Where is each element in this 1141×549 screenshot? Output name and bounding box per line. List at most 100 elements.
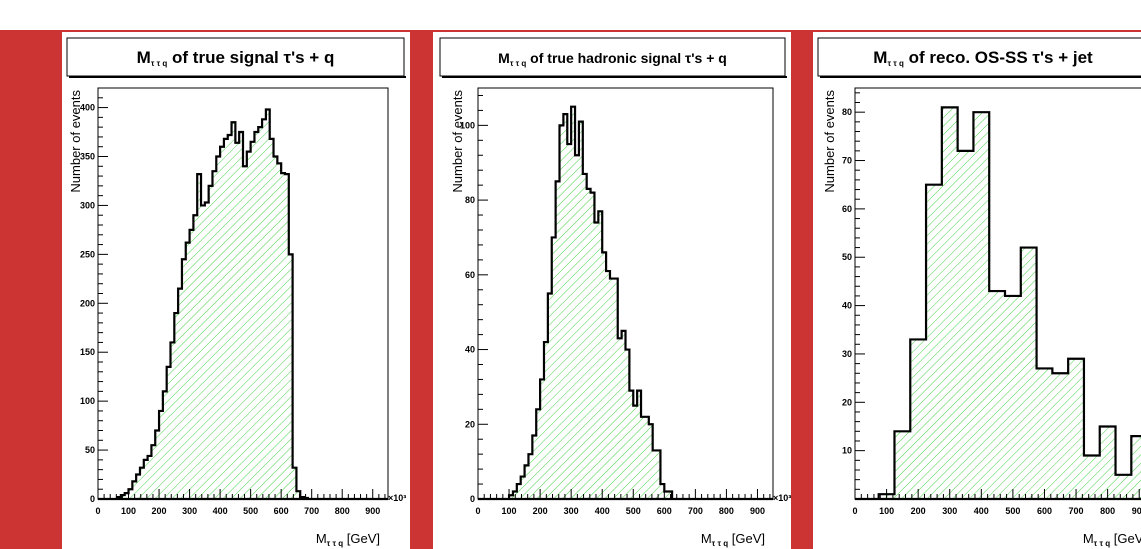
chart-panel-2: Mτ τ q of true hadronic signal τ's + q 0 1… — [433, 32, 791, 549]
histogram-bin-21 — [560, 125, 564, 499]
y-tick-label: 0 — [470, 494, 475, 504]
histogram-bin-26 — [1060, 373, 1068, 499]
histogram-bin-46 — [274, 157, 278, 500]
title-box-shadow — [442, 76, 787, 78]
x-tick-label: 700 — [1069, 506, 1084, 516]
histogram-bin-35 — [232, 122, 236, 499]
x-tick-label: 300 — [182, 506, 197, 516]
y-tick-label: 10 — [842, 446, 852, 456]
histogram-fill — [478, 106, 773, 499]
x-tick-label: 500 — [243, 506, 258, 516]
histogram-bin-17 — [989, 291, 997, 499]
histogram-bin-35 — [614, 279, 618, 499]
title-box — [817, 37, 1141, 77]
title-rest: of reco. OS-SS τ's + jet — [904, 48, 1093, 67]
histogram-bin-16 — [981, 112, 989, 499]
x-multiplier: ×10³ — [773, 493, 791, 503]
histogram-bin-32 — [602, 252, 606, 499]
x-tick-label: 900 — [1132, 506, 1141, 516]
histogram-bin-15 — [973, 112, 981, 499]
y-tick-label: 50 — [85, 445, 95, 455]
histogram-bin-12 — [950, 107, 958, 499]
histogram-line — [98, 108, 388, 501]
x-tick-label: 200 — [911, 506, 926, 516]
y-tick-label: 20 — [465, 419, 475, 429]
x-tick-label: 900 — [365, 506, 380, 516]
histogram-bin-27 — [583, 174, 587, 499]
x-axis-title: Mτ τ q [GeV] — [316, 531, 380, 548]
histogram-bin-25 — [1052, 373, 1060, 499]
histogram-bin-41 — [254, 132, 258, 499]
x-tick-label: 700 — [688, 506, 703, 516]
y-tick-label: 100 — [80, 396, 95, 406]
histogram-bin-34 — [610, 279, 614, 499]
y-tick-label: 40 — [465, 345, 475, 355]
x-axis: 0 100 200 300 400 500 600 700 800 900 ×10³ — [475, 489, 791, 516]
y-axis-title: Number of events — [450, 90, 465, 193]
x-tick-label: 500 — [1005, 506, 1020, 516]
y-tick-label: 80 — [842, 107, 852, 117]
histogram-bin-50 — [289, 254, 293, 499]
histogram-bin-18 — [167, 367, 171, 499]
histogram-bin-33 — [1116, 475, 1124, 499]
x-axis-title: Mτ τ q [GeV] — [701, 531, 765, 548]
histogram-bin-31 — [1100, 426, 1108, 499]
histogram-bin-30 — [212, 171, 216, 499]
histogram-bin-25 — [193, 215, 197, 499]
y-tick-label: 100 — [460, 120, 475, 130]
histogram-bin-29 — [1084, 455, 1092, 499]
histogram-bin-29 — [209, 186, 213, 499]
histogram-bin-24 — [1044, 368, 1052, 499]
histogram-bin-33 — [224, 139, 228, 499]
histogram-bin-31 — [216, 157, 220, 500]
histogram-bin-10 — [136, 475, 140, 499]
y-tick-label: 350 — [80, 152, 95, 162]
y-tick-label: 200 — [80, 298, 95, 308]
title-box — [439, 37, 786, 77]
y-tick-label: 0 — [90, 494, 95, 504]
histogram-bin-7 — [910, 339, 918, 499]
histogram-bin-15 — [155, 431, 159, 500]
x-tick-label: 0 — [95, 506, 100, 516]
x-tick-label: 600 — [1037, 506, 1052, 516]
histogram-bin-13 — [528, 454, 532, 499]
x-tick-label: 800 — [335, 506, 350, 516]
x-multiplier: ×10³ — [388, 493, 406, 503]
histogram-bin-30 — [1092, 455, 1100, 499]
x-tick-label: 700 — [304, 506, 319, 516]
y-tick-label: 50 — [842, 252, 852, 262]
histogram-bin-11 — [942, 107, 950, 499]
histogram-bin-8 — [129, 489, 133, 499]
histogram-bin-16 — [159, 411, 163, 499]
histogram-bin-21 — [178, 289, 182, 499]
x-tick-label: 200 — [533, 506, 548, 516]
histogram-bin-5 — [894, 431, 902, 499]
x-tick-label: 900 — [750, 506, 765, 516]
title-box-shadow — [69, 76, 406, 78]
title-prefix: M — [498, 50, 510, 66]
histogram-bin-26 — [579, 122, 583, 499]
histogram-bin-17 — [544, 342, 548, 499]
x-tick-label: 400 — [213, 506, 228, 516]
histogram-bin-26 — [197, 174, 201, 499]
title-box-shadow — [820, 76, 1141, 78]
histogram-bin-13 — [958, 151, 966, 499]
histogram-bin-23 — [186, 243, 190, 499]
histogram-bin-7 — [125, 493, 129, 499]
histogram-bin-5 — [117, 497, 121, 499]
histogram-bin-20 — [174, 313, 178, 499]
x-tick-label: 300 — [564, 506, 579, 516]
histogram-bin-48 — [281, 173, 285, 499]
x-tick-label: 200 — [152, 506, 167, 516]
histogram-bin-20 — [556, 181, 560, 499]
histogram-line — [855, 106, 1141, 501]
histogram-bin-23 — [1037, 368, 1045, 499]
histogram-bin-23 — [567, 144, 571, 499]
histogram-bin-28 — [587, 189, 591, 499]
histogram-bin-9 — [926, 185, 934, 499]
histogram-bin-46 — [657, 450, 661, 499]
x-tick-label: 500 — [626, 506, 641, 516]
histogram-bin-10 — [517, 484, 521, 499]
histogram-bin-28 — [205, 202, 209, 499]
histogram-bin-44 — [266, 110, 270, 499]
